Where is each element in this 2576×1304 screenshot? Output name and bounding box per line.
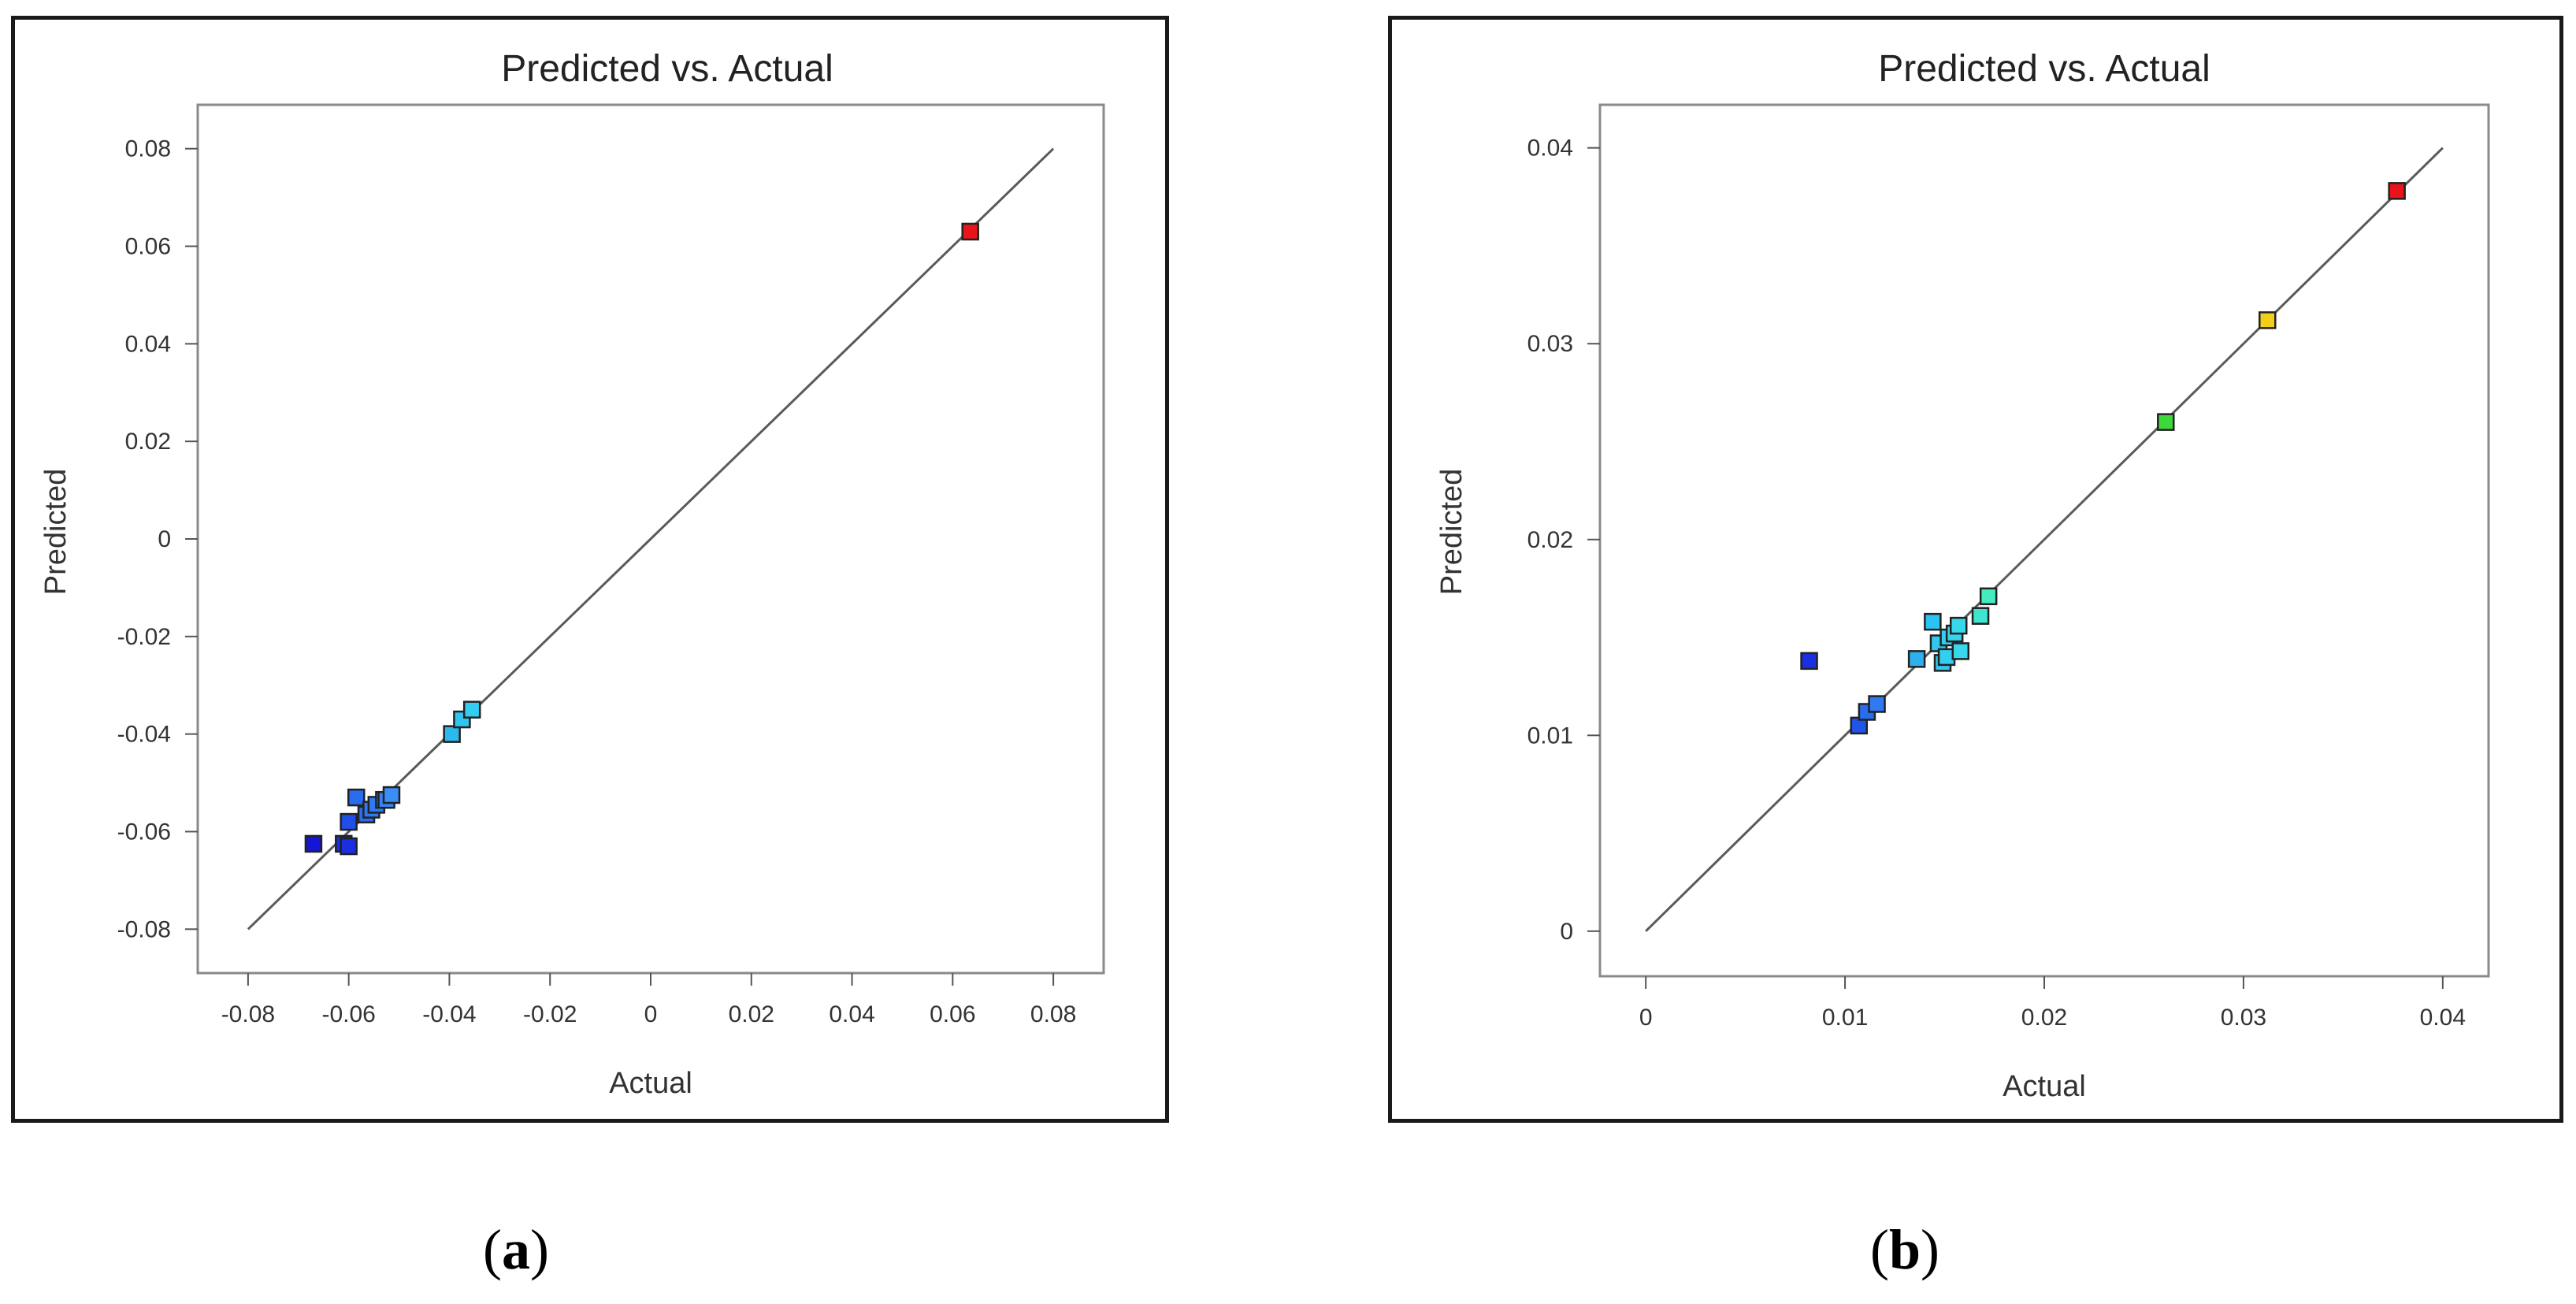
x-tick-label: 0.02 bbox=[729, 1001, 774, 1027]
x-tick-label: 0.01 bbox=[1822, 1005, 1868, 1031]
x-tick-label: 0.04 bbox=[2420, 1005, 2466, 1031]
data-point bbox=[1868, 695, 1886, 713]
y-tick-label: 0.02 bbox=[1527, 527, 1573, 553]
panel-caption-b: (b) bbox=[1869, 1218, 1940, 1281]
data-point bbox=[347, 788, 366, 807]
data-point bbox=[961, 222, 979, 241]
x-tick-label: -0.02 bbox=[523, 1001, 577, 1027]
chart-title: Predicted vs. Actual bbox=[1878, 48, 2210, 90]
y-tick-label: -0.04 bbox=[117, 722, 171, 748]
scatter-plot-a: Predicted vs. Actual -0.08 -0.06 -0.04 -0.0… bbox=[39, 48, 1105, 1100]
scatter-plot-b: Predicted vs. Actual 0 0.01 0.02 0.03 0.0400… bbox=[1435, 48, 2490, 1103]
y-tick-label: 0.04 bbox=[1527, 136, 1573, 162]
x-tick-label: -0.04 bbox=[422, 1001, 476, 1027]
reference-line bbox=[1645, 147, 2444, 932]
panel-caption-a: (a) bbox=[483, 1218, 549, 1281]
y-tick-label: -0.06 bbox=[117, 819, 171, 845]
y-tick-label: -0.02 bbox=[117, 624, 171, 650]
data-point bbox=[1979, 587, 1998, 606]
y-tick-label: 0.08 bbox=[125, 136, 171, 162]
x-tick-label: 0 bbox=[1639, 1005, 1653, 1031]
data-point bbox=[462, 700, 481, 719]
data-point bbox=[1951, 642, 1970, 660]
data-point bbox=[2388, 182, 2406, 200]
x-axis-label: Actual bbox=[2003, 1070, 2086, 1103]
y-axis-label: Predicted bbox=[1435, 469, 1468, 596]
chart-panel-a: Predicted vs. Actual -0.08 -0.06 -0.04 -0.0… bbox=[11, 16, 1169, 1123]
plot-marks: 0 0.01 0.02 0.03 0.04 0 0.01 0.02 0.03 0.04 bbox=[1527, 136, 2466, 1031]
chart-panel-b: Predicted vs. Actual 0 0.01 0.02 0.03 0.04 0 0… bbox=[1388, 16, 2563, 1123]
x-tick-label: 0.02 bbox=[2021, 1005, 2067, 1031]
data-point bbox=[1949, 616, 1968, 635]
data-point bbox=[340, 812, 358, 831]
data-point bbox=[2157, 413, 2175, 431]
y-tick-label: 0.03 bbox=[1527, 331, 1573, 357]
x-tick-label: 0.04 bbox=[829, 1001, 874, 1027]
data-point bbox=[443, 725, 461, 743]
y-axis-label: Predicted bbox=[39, 469, 72, 596]
x-tick-label: -0.08 bbox=[221, 1001, 275, 1027]
data-point bbox=[1907, 650, 1926, 668]
y-tick-label: 0.06 bbox=[125, 234, 171, 260]
chart-title: Predicted vs. Actual bbox=[501, 48, 833, 90]
data-point bbox=[2259, 311, 2277, 329]
data-point bbox=[1971, 607, 1990, 625]
y-tick-label: 0.04 bbox=[125, 331, 171, 357]
data-point bbox=[1924, 612, 1942, 631]
y-tick-label: -0.08 bbox=[117, 916, 171, 942]
y-tick-label: 0 bbox=[158, 526, 171, 552]
x-axis-label: Actual bbox=[609, 1067, 692, 1100]
x-tick-label: 0.08 bbox=[1030, 1001, 1076, 1027]
x-tick-label: 0.03 bbox=[2221, 1005, 2266, 1031]
data-point bbox=[340, 837, 358, 856]
x-tick-label: -0.06 bbox=[321, 1001, 375, 1027]
x-tick-label: 0 bbox=[644, 1001, 658, 1027]
x-tick-label: 0.06 bbox=[930, 1001, 975, 1027]
y-tick-label: 0.01 bbox=[1527, 723, 1573, 749]
data-point bbox=[382, 786, 401, 804]
plot-marks: -0.08 -0.06 -0.04 -0.02 0 0.02 0.04 0.06 0.08 -0.… bbox=[117, 136, 1077, 1027]
data-point bbox=[1800, 652, 1818, 671]
y-tick-label: 0.02 bbox=[125, 429, 171, 455]
data-point bbox=[304, 834, 323, 853]
y-tick-label: 0 bbox=[1560, 919, 1573, 945]
